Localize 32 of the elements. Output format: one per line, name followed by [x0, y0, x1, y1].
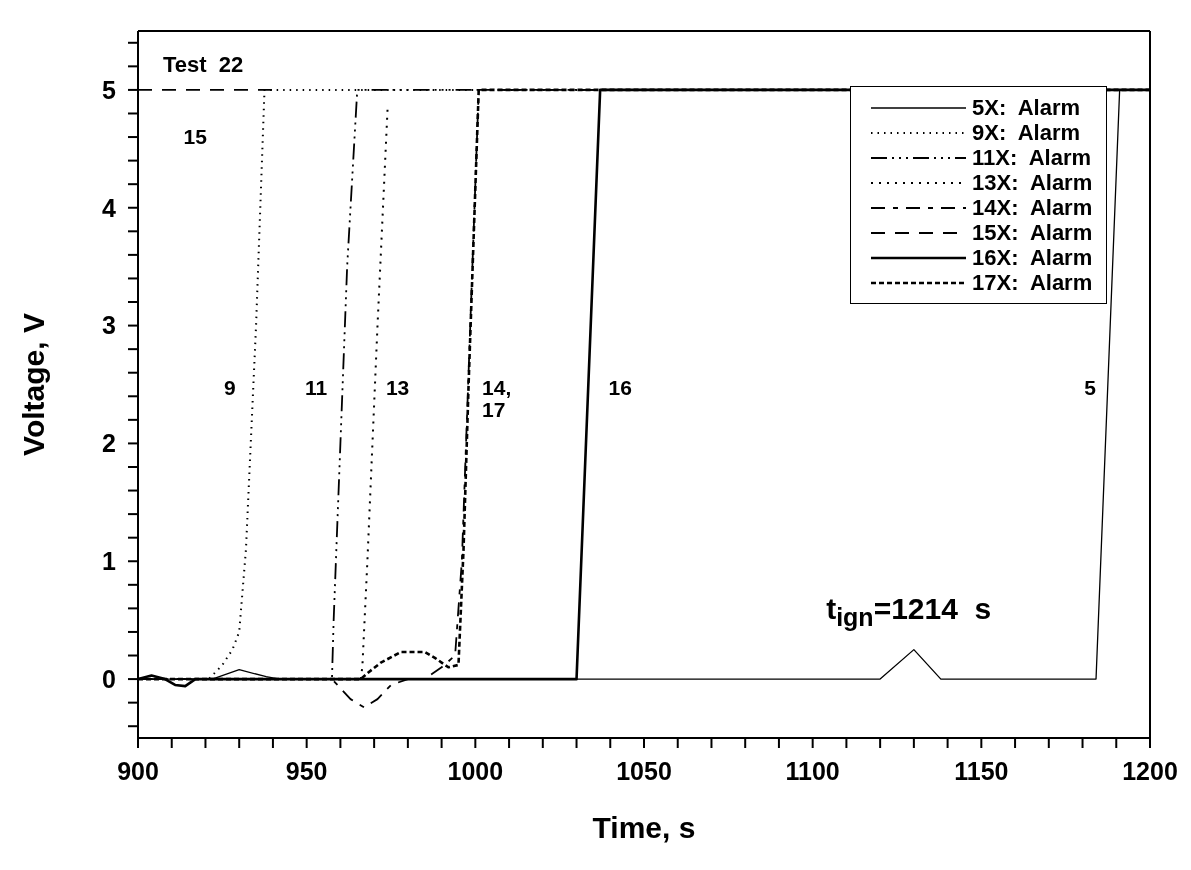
y-tick-label: 4: [102, 193, 117, 222]
legend-label: 11X: Alarm: [972, 145, 1092, 170]
legend-label: 15X: Alarm: [972, 220, 1093, 245]
y-tick-label: 3: [102, 311, 116, 340]
legend-label: 5X: Alarm: [972, 95, 1081, 120]
x-tick-label: 1150: [954, 756, 1009, 785]
y-axis-title: Voltage, V: [16, 313, 50, 456]
x-tick-label: 900: [117, 756, 159, 785]
annotation: t$_{ign}$=1214 s: [826, 592, 992, 632]
legend-label: 9X: Alarm: [972, 120, 1081, 145]
annotation: 5: [1084, 376, 1096, 400]
x-tick-label: 1000: [447, 756, 504, 785]
x-tick-label: 1050: [616, 756, 672, 785]
y-tick-label: 1: [102, 547, 117, 576]
y-tick-label: 5: [102, 75, 117, 104]
annotation: 11: [304, 376, 328, 400]
annotation: 14, 17: [482, 376, 512, 422]
annotation: Test 22: [163, 52, 244, 77]
y-tick-label: 2: [102, 429, 116, 458]
x-axis-title: Time, s: [592, 811, 696, 844]
annotation: 13: [385, 376, 410, 400]
y-tick-label: 0: [102, 664, 116, 693]
annotation: 9: [224, 376, 236, 400]
legend-label: 17X: Alarm: [972, 270, 1093, 295]
legend-label: 13X: Alarm: [972, 170, 1093, 195]
x-tick-label: 1200: [1122, 756, 1178, 785]
annotation: 16: [608, 376, 632, 400]
legend-label: 16X: Alarm: [972, 245, 1093, 270]
x-tick-label: 1100: [785, 756, 840, 785]
annotation: 15: [183, 125, 207, 149]
x-tick-label: 950: [285, 756, 328, 785]
legend-label: 14X: Alarm: [972, 195, 1093, 220]
